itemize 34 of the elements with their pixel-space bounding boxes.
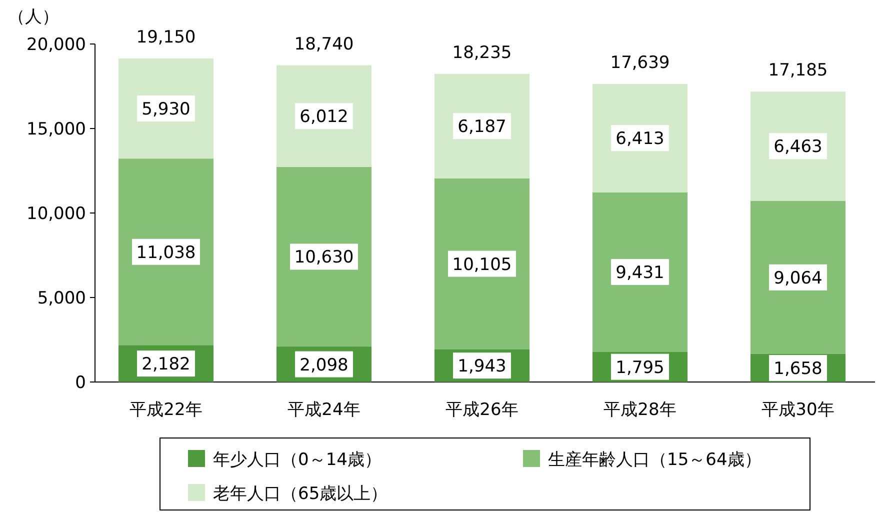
- x-tick-label: 平成30年: [762, 400, 834, 420]
- data-label: 10,630: [294, 248, 354, 268]
- y-tick-label: 5,000: [37, 288, 86, 308]
- total-label: 18,740: [294, 34, 354, 54]
- legend-label: 年少人口（0～14歳）: [213, 450, 382, 470]
- y-tick-label: 15,000: [26, 120, 86, 140]
- legend-label: 老年人口（65歳以上）: [213, 484, 388, 504]
- data-label: 6,012: [300, 107, 348, 128]
- x-tick-label: 平成24年: [288, 400, 360, 420]
- data-label: 2,098: [300, 355, 348, 376]
- y-tick-label: 10,000: [26, 204, 86, 224]
- data-label: 11,038: [136, 242, 196, 263]
- data-label: 6,413: [616, 129, 664, 150]
- total-label: 18,235: [452, 42, 512, 63]
- total-label: 19,150: [136, 27, 196, 48]
- data-label: 6,463: [774, 137, 822, 158]
- data-label: 5,930: [142, 99, 190, 120]
- x-tick-label: 平成22年: [130, 400, 202, 420]
- y-axis-title: （人）: [8, 7, 59, 27]
- total-label: 17,639: [610, 52, 670, 73]
- legend-label: 生産年齢人口（15～64歳）: [548, 450, 762, 470]
- total-label: 17,185: [768, 60, 828, 81]
- data-label: 1,795: [616, 358, 664, 378]
- data-label: 2,182: [142, 354, 190, 375]
- data-label: 6,187: [458, 117, 506, 138]
- x-tick-label: 平成26年: [446, 400, 518, 420]
- y-tick-label: 20,000: [26, 35, 86, 55]
- data-label: 1,658: [774, 358, 822, 379]
- y-tick-label: 0: [75, 373, 86, 393]
- data-label: 1,943: [458, 356, 506, 377]
- x-tick-label: 平成28年: [604, 400, 676, 420]
- data-label: 9,431: [616, 262, 664, 283]
- data-label: 10,105: [452, 254, 512, 275]
- data-label: 9,064: [774, 268, 822, 288]
